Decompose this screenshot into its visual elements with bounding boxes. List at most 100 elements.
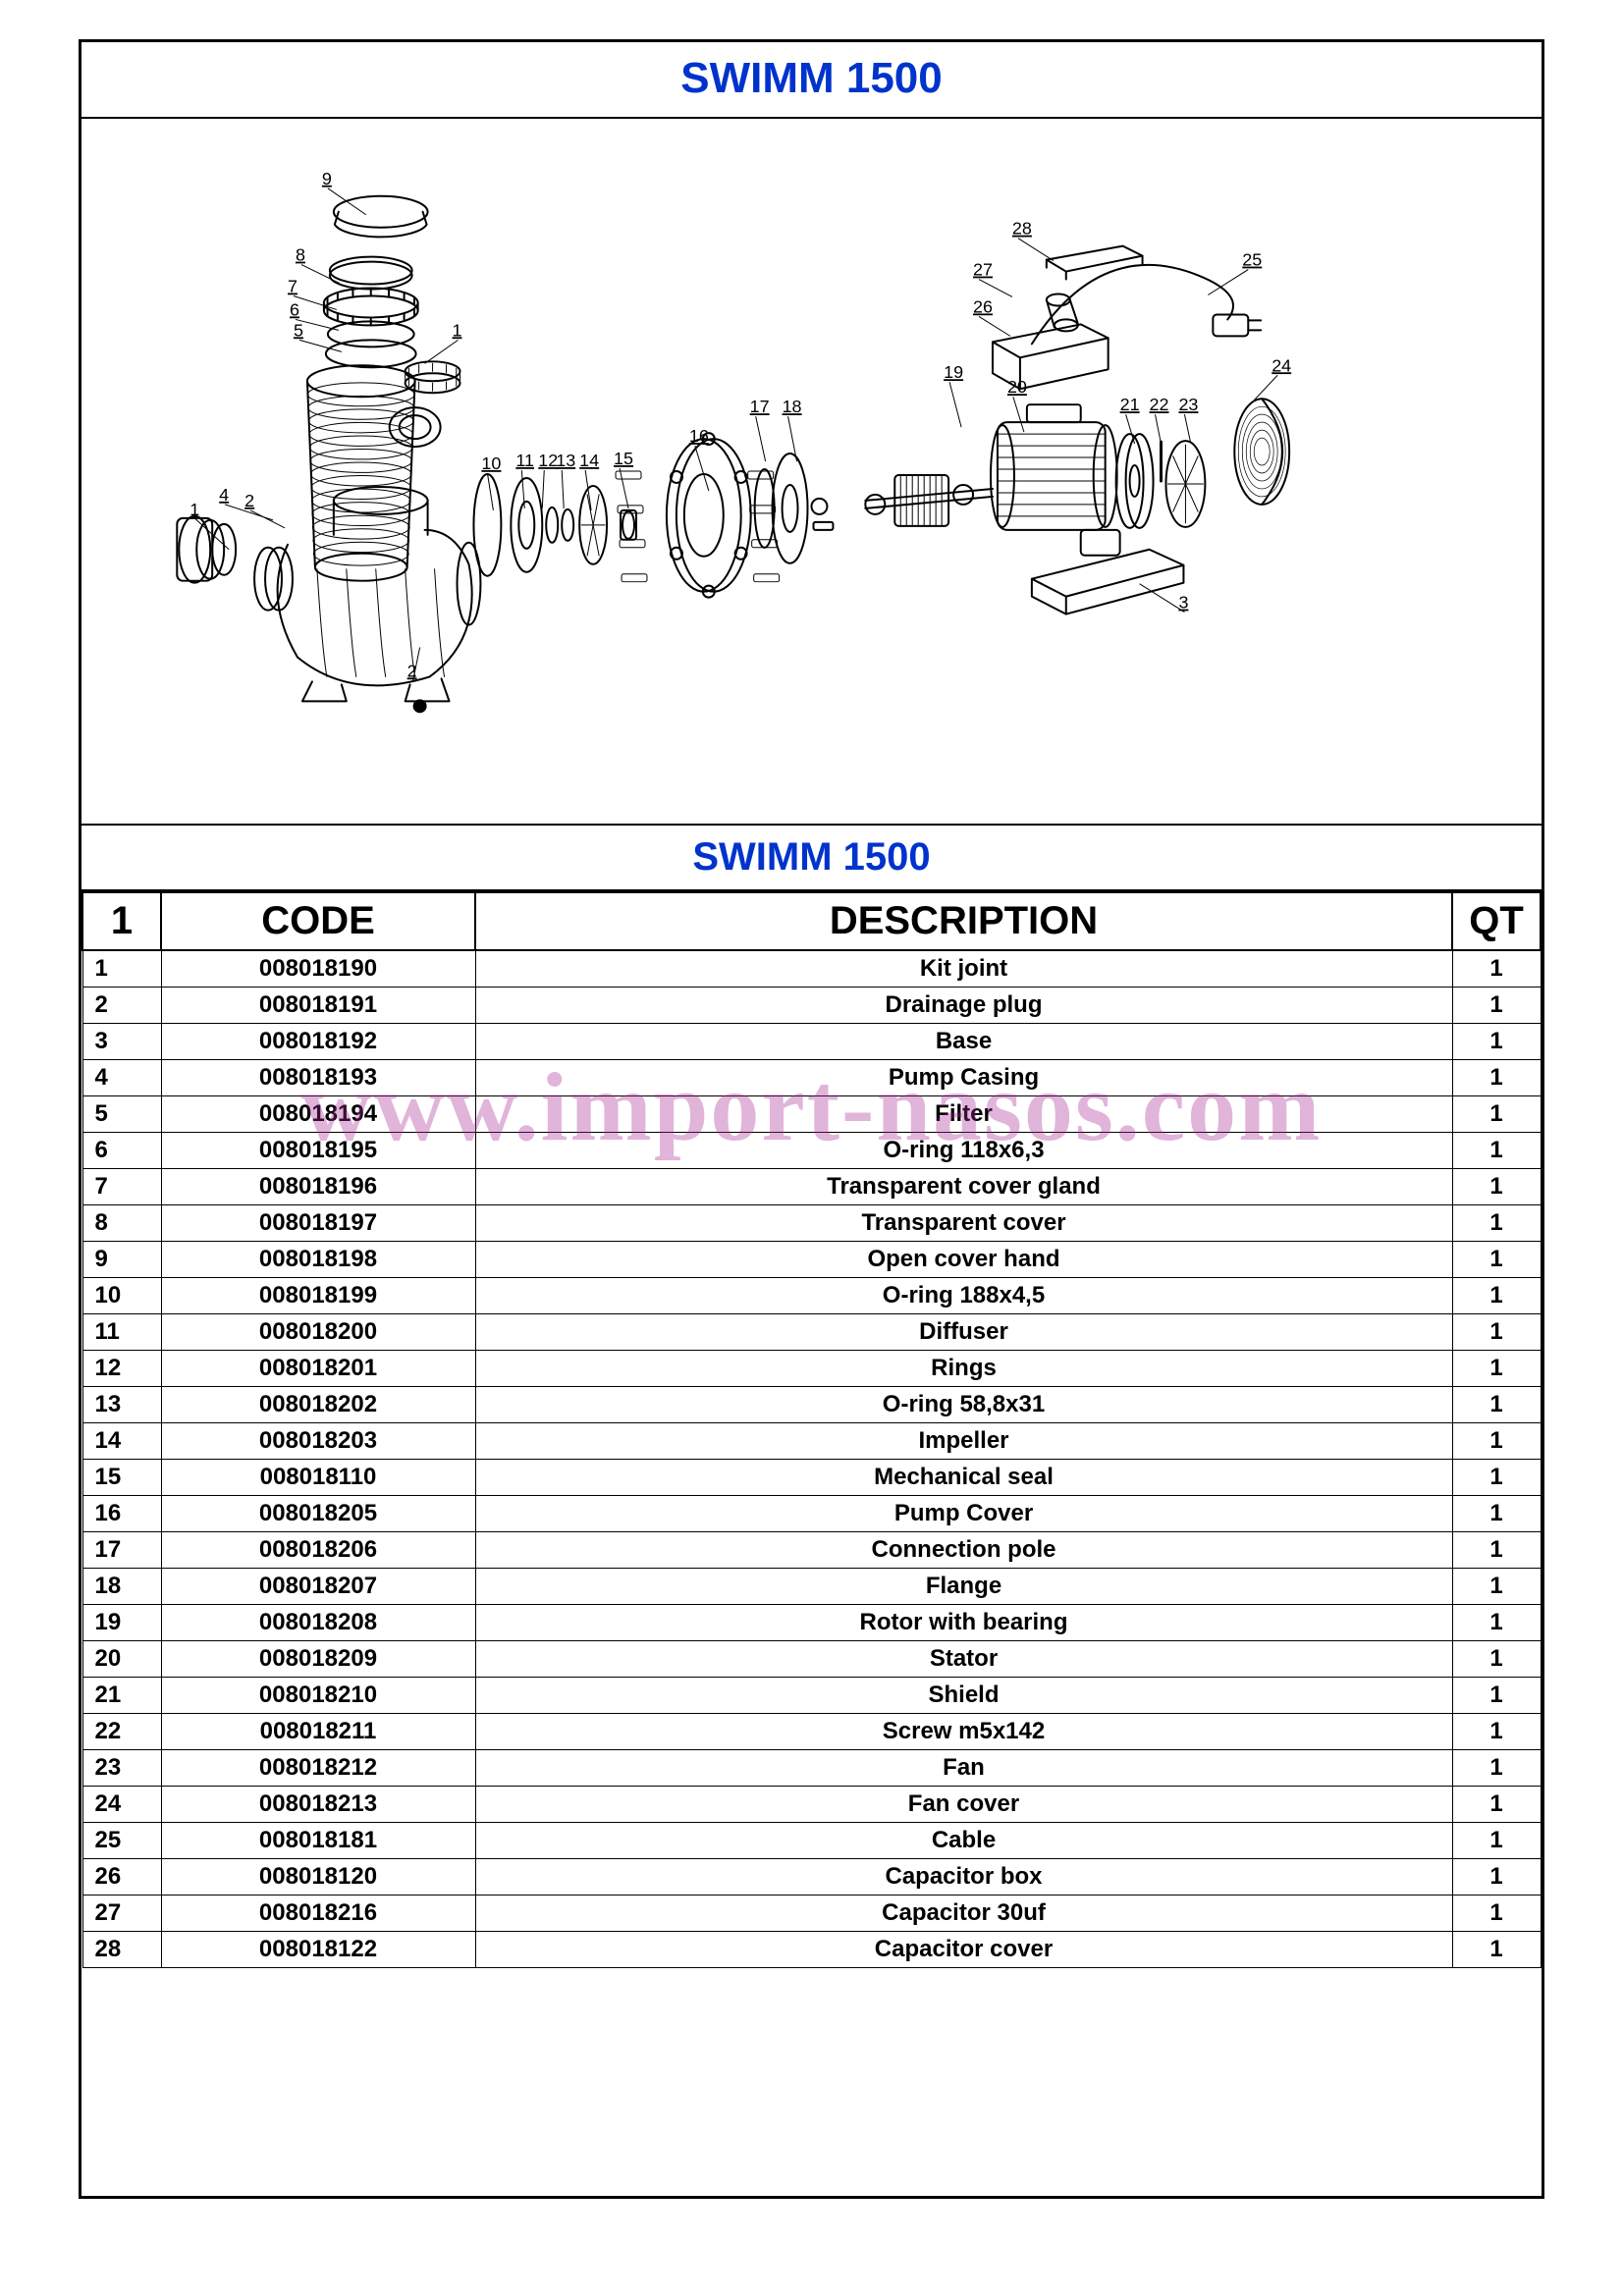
cell-desc: Fan: [475, 1750, 1452, 1787]
cell-qt: 1: [1452, 950, 1541, 988]
svg-text:15: 15: [614, 449, 633, 468]
cell-idx: 19: [82, 1605, 161, 1641]
table-row: 11008018200Diffuser1: [82, 1314, 1541, 1351]
svg-text:6: 6: [290, 299, 299, 319]
cell-qt: 1: [1452, 1314, 1541, 1351]
cell-idx: 1: [82, 950, 161, 988]
cell-qt: 1: [1452, 1532, 1541, 1569]
table-row: 8008018197Transparent cover1: [82, 1205, 1541, 1242]
svg-text:17: 17: [750, 397, 770, 416]
cell-desc: Flange: [475, 1569, 1452, 1605]
cell-qt: 1: [1452, 1750, 1541, 1787]
cell-code: 008018208: [161, 1605, 475, 1641]
cell-desc: Connection pole: [475, 1532, 1452, 1569]
table-row: 26008018120Capacitor box1: [82, 1859, 1541, 1896]
cell-idx: 18: [82, 1569, 161, 1605]
cell-code: 008018191: [161, 988, 475, 1024]
cell-qt: 1: [1452, 1787, 1541, 1823]
cell-desc: Screw m5x142: [475, 1714, 1452, 1750]
cell-desc: O-ring 58,8x31: [475, 1387, 1452, 1423]
exploded-diagram: 9876514212101112131415161718192021222324…: [81, 119, 1542, 826]
cell-idx: 22: [82, 1714, 161, 1750]
table-row: 5008018194Filter1: [82, 1096, 1541, 1133]
cell-desc: Rotor with bearing: [475, 1605, 1452, 1641]
cell-qt: 1: [1452, 1460, 1541, 1496]
cell-qt: 1: [1452, 1387, 1541, 1423]
parts-table: 1 CODE DESCRIPTION QT 1008018190Kit join…: [81, 891, 1542, 1968]
cell-qt: 1: [1452, 1714, 1541, 1750]
table-row: 13008018202O-ring 58,8x311: [82, 1387, 1541, 1423]
cell-code: 008018212: [161, 1750, 475, 1787]
cell-desc: Base: [475, 1024, 1452, 1060]
col-header-idx: 1: [82, 892, 161, 950]
table-row: 18008018207Flange1: [82, 1569, 1541, 1605]
table-row: 15008018110Mechanical seal1: [82, 1460, 1541, 1496]
cell-idx: 14: [82, 1423, 161, 1460]
cell-desc: Open cover hand: [475, 1242, 1452, 1278]
table-row: 20008018209Stator1: [82, 1641, 1541, 1678]
cell-code: 008018190: [161, 950, 475, 988]
svg-text:2: 2: [244, 491, 254, 510]
cell-code: 008018197: [161, 1205, 475, 1242]
cell-qt: 1: [1452, 1096, 1541, 1133]
cell-code: 008018202: [161, 1387, 475, 1423]
cell-idx: 21: [82, 1678, 161, 1714]
svg-text:4: 4: [219, 485, 229, 505]
col-header-qt: QT: [1452, 892, 1541, 950]
svg-text:24: 24: [1271, 355, 1291, 375]
cell-desc: Filter: [475, 1096, 1452, 1133]
cell-idx: 3: [82, 1024, 161, 1060]
cell-qt: 1: [1452, 1896, 1541, 1932]
cell-qt: 1: [1452, 988, 1541, 1024]
table-row: 3008018192Base1: [82, 1024, 1541, 1060]
svg-text:21: 21: [1120, 395, 1140, 414]
cell-idx: 6: [82, 1133, 161, 1169]
table-row: 22008018211Screw m5x1421: [82, 1714, 1541, 1750]
table-row: 25008018181Cable1: [82, 1823, 1541, 1859]
cell-qt: 1: [1452, 1423, 1541, 1460]
cell-qt: 1: [1452, 1823, 1541, 1859]
cell-code: 008018201: [161, 1351, 475, 1387]
svg-text:27: 27: [973, 260, 993, 280]
table-row: 2008018191Drainage plug1: [82, 988, 1541, 1024]
cell-idx: 12: [82, 1351, 161, 1387]
cell-code: 008018205: [161, 1496, 475, 1532]
table-row: 24008018213Fan cover1: [82, 1787, 1541, 1823]
cell-code: 008018195: [161, 1133, 475, 1169]
cell-desc: Capacitor 30uf: [475, 1896, 1452, 1932]
cell-qt: 1: [1452, 1024, 1541, 1060]
svg-text:7: 7: [288, 277, 298, 296]
svg-text:28: 28: [1012, 219, 1032, 239]
table-row: 17008018206Connection pole1: [82, 1532, 1541, 1569]
svg-text:1: 1: [189, 500, 199, 519]
cell-qt: 1: [1452, 1932, 1541, 1968]
cell-idx: 24: [82, 1787, 161, 1823]
cell-qt: 1: [1452, 1169, 1541, 1205]
col-header-code: CODE: [161, 892, 475, 950]
cell-code: 008018196: [161, 1169, 475, 1205]
document-frame: SWIMM 1500 98765142121011121314151617181…: [79, 39, 1544, 2199]
cell-desc: O-ring 118x6,3: [475, 1133, 1452, 1169]
cell-desc: Capacitor box: [475, 1859, 1452, 1896]
cell-idx: 8: [82, 1205, 161, 1242]
table-row: 10008018199O-ring 188x4,51: [82, 1278, 1541, 1314]
cell-idx: 7: [82, 1169, 161, 1205]
cell-desc: Capacitor cover: [475, 1932, 1452, 1968]
cell-idx: 17: [82, 1532, 161, 1569]
cell-desc: Fan cover: [475, 1787, 1452, 1823]
table-row: 27008018216Capacitor 30uf1: [82, 1896, 1541, 1932]
cell-code: 008018216: [161, 1896, 475, 1932]
col-header-desc: DESCRIPTION: [475, 892, 1452, 950]
table-row: 19008018208Rotor with bearing1: [82, 1605, 1541, 1641]
svg-text:20: 20: [1007, 377, 1027, 397]
cell-desc: Impeller: [475, 1423, 1452, 1460]
svg-text:22: 22: [1150, 395, 1169, 414]
cell-idx: 15: [82, 1460, 161, 1496]
cell-desc: Transparent cover gland: [475, 1169, 1452, 1205]
cell-desc: Kit joint: [475, 950, 1452, 988]
cell-idx: 11: [82, 1314, 161, 1351]
cell-desc: Cable: [475, 1823, 1452, 1859]
svg-text:16: 16: [689, 426, 709, 446]
cell-code: 008018203: [161, 1423, 475, 1460]
cell-desc: Pump Cover: [475, 1496, 1452, 1532]
